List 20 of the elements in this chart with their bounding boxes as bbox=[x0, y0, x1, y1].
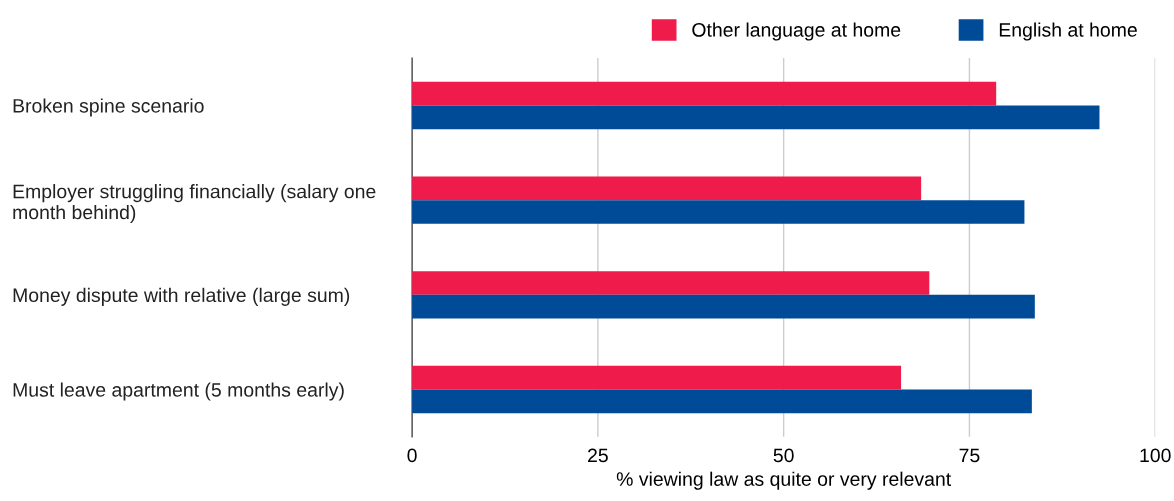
x-tick-label: 0 bbox=[407, 448, 417, 463]
bar bbox=[412, 200, 1025, 224]
bar bbox=[412, 105, 1100, 130]
bar bbox=[412, 365, 902, 390]
y-tick-label: Money dispute with relative (large sum) bbox=[13, 287, 350, 306]
y-tick-label: Must leave apartment (5 months early) bbox=[13, 382, 344, 401]
bar bbox=[412, 271, 930, 295]
bar bbox=[412, 81, 997, 106]
x-tick-label: 50 bbox=[773, 448, 794, 463]
y-tick-label: Employer struggling financially (salary one month behind) bbox=[13, 184, 376, 224]
bar bbox=[412, 294, 1035, 319]
bar bbox=[412, 176, 922, 201]
x-tick-label: 75 bbox=[959, 448, 980, 463]
legend-label: Other language at home bbox=[692, 22, 901, 41]
x-tick-label: 25 bbox=[588, 448, 608, 463]
bar bbox=[412, 389, 1032, 414]
legend-label: English at home bbox=[999, 22, 1137, 41]
x-tick-label: 100 bbox=[1140, 448, 1171, 463]
y-tick-label: Broken spine scenario bbox=[13, 98, 204, 117]
x-axis-title: % viewing law as quite or very relevant bbox=[616, 471, 952, 490]
